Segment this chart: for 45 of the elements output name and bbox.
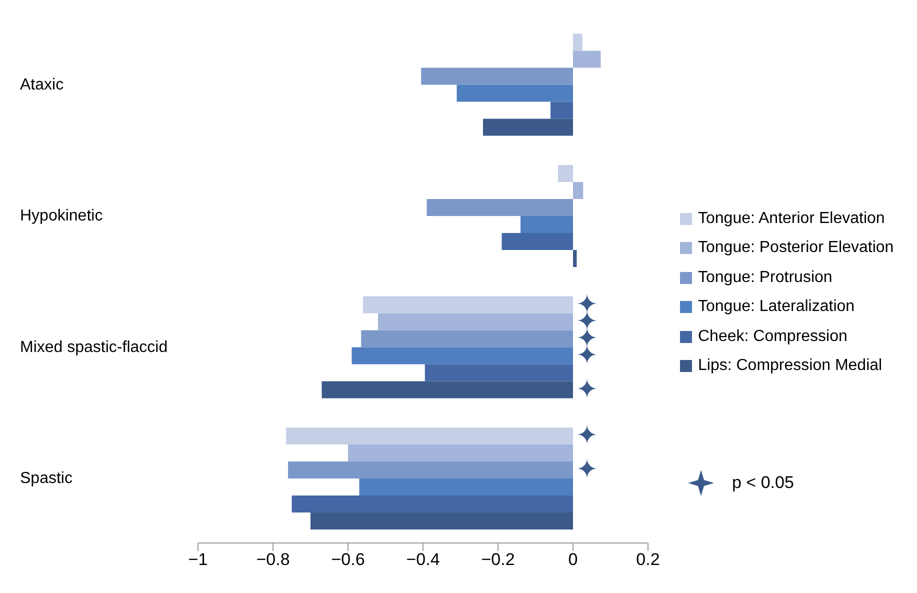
data-label: ✦ bbox=[576, 374, 598, 405]
bar bbox=[322, 381, 573, 398]
bar bbox=[558, 165, 573, 182]
bar bbox=[363, 296, 573, 314]
bar bbox=[361, 330, 573, 348]
bar bbox=[573, 50, 601, 68]
bar bbox=[310, 512, 573, 530]
bar bbox=[352, 347, 573, 364]
bar bbox=[288, 462, 573, 478]
x-tick-label: −0.8 bbox=[256, 550, 290, 570]
x-tick-label: −0.2 bbox=[481, 550, 515, 570]
bar bbox=[359, 478, 573, 496]
bar bbox=[424, 364, 573, 382]
y-tick-label: Mixed spastic-flaccid bbox=[20, 338, 168, 356]
legend-label: Lips: Compression Medial bbox=[698, 357, 882, 376]
x-tick-label: −0.4 bbox=[406, 550, 440, 570]
text: p < 0.05 bbox=[732, 473, 794, 493]
bar bbox=[483, 118, 573, 136]
x-tick-label: −0.6 bbox=[331, 550, 365, 570]
bar bbox=[426, 199, 573, 216]
y-tick-label: Ataxic bbox=[20, 76, 64, 94]
bar bbox=[550, 102, 573, 119]
data-label: ✦ bbox=[576, 421, 598, 451]
bar bbox=[520, 216, 573, 233]
legend-label: Tongue: Protrusion bbox=[698, 268, 832, 287]
bar bbox=[502, 233, 573, 250]
x-tick-label: −1 bbox=[188, 550, 208, 570]
bar bbox=[573, 34, 582, 51]
y-tick-label: Hypokinetic bbox=[20, 208, 103, 225]
y-tick-label: Spastic bbox=[20, 470, 72, 488]
bar bbox=[573, 182, 584, 199]
bar bbox=[292, 496, 573, 512]
bar bbox=[286, 428, 573, 444]
bar bbox=[456, 84, 573, 102]
bar bbox=[421, 68, 573, 85]
bar bbox=[573, 250, 577, 267]
legend-label: Tongue: Anterior Elevation bbox=[698, 210, 885, 228]
x-tick-label: 0.2 bbox=[636, 550, 660, 570]
bar bbox=[378, 313, 573, 330]
bar bbox=[348, 444, 573, 462]
x-tick-label: 0 bbox=[568, 550, 578, 570]
legend-label: Tongue: Lateralization bbox=[698, 298, 855, 316]
data-label: ✦ bbox=[576, 455, 598, 485]
legend-label: Cheek: Compression bbox=[698, 328, 848, 346]
legend-label: Tongue: Posterior Elevation bbox=[698, 239, 894, 258]
